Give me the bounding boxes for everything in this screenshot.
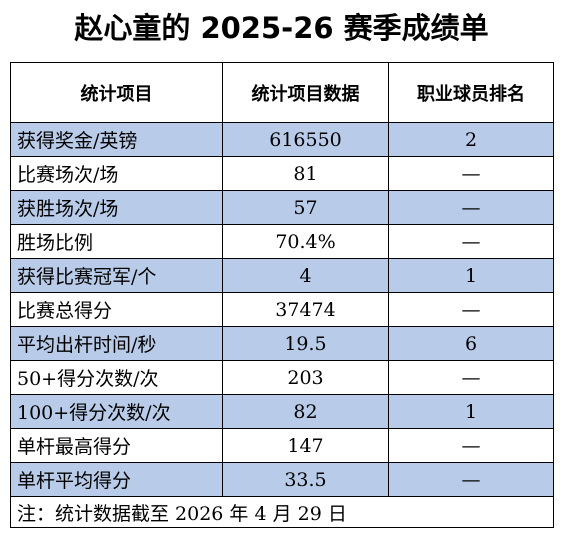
- table-cell: 82: [222, 394, 389, 429]
- stats-table: 统计项目 统计项目数据 职业球员排名 获得奖金/英镑 616550 2 比赛场次/场 81—…: [10, 62, 554, 528]
- column-header: 职业球员排名: [388, 62, 554, 123]
- table-cell: —: [388, 360, 554, 395]
- column-header: 统计项目数据: [222, 62, 389, 123]
- table-row: 获胜场次/场 57—: [10, 190, 554, 225]
- table-cell: 单杆平均得分: [10, 462, 223, 497]
- note-row: 注：统计数据截至 2026 年 4 月 29 日: [10, 496, 554, 528]
- table-row: 单杆最高得分 147—: [10, 428, 554, 463]
- table-cell: 1: [388, 258, 554, 293]
- table-row: 比赛总得分 37474—: [10, 292, 554, 327]
- note: 注：统计数据截至 2026 年 4 月 29 日: [10, 496, 554, 528]
- table-cell: 19.5: [222, 326, 389, 361]
- table-cell: 比赛场次/场: [10, 156, 223, 191]
- table-cell: 单杆最高得分: [10, 428, 223, 463]
- table-cell: 胜场比例: [10, 224, 223, 259]
- table-row: 50+得分次数/次 203—: [10, 360, 554, 395]
- table-cell: 70.4%: [222, 224, 389, 259]
- table-cell: 1: [388, 394, 554, 429]
- header-row: 统计项目 统计项目数据 职业球员排名: [10, 62, 554, 123]
- table-row: 获得比赛冠军/个 4 1: [10, 258, 554, 293]
- table-cell: —: [388, 156, 554, 191]
- table-row: 平均出杆时间/秒 19.5 6: [10, 326, 554, 361]
- table-row: 获得奖金/英镑 616550 2: [10, 122, 554, 157]
- table-row: 比赛场次/场 81—: [10, 156, 554, 191]
- table-cell: —: [388, 292, 554, 327]
- table-cell: 37474: [222, 292, 389, 327]
- table-cell: 81: [222, 156, 389, 191]
- table-cell: 获得奖金/英镑: [10, 122, 223, 157]
- table-cell: 4: [222, 258, 389, 293]
- table-cell: 平均出杆时间/秒: [10, 326, 223, 361]
- table-cell: 616550: [222, 122, 389, 157]
- table-cell: —: [388, 428, 554, 463]
- table-cell: 获得比赛冠军/个: [10, 258, 223, 293]
- table-cell: 57: [222, 190, 389, 225]
- table-cell: 6: [388, 326, 554, 361]
- table-row: 胜场比例 70.4% —: [10, 224, 554, 259]
- column-header: 统计项目: [10, 62, 223, 123]
- table-row: 单杆平均得分 33.5—: [10, 462, 554, 497]
- table-cell: 33.5: [222, 462, 389, 497]
- table-cell: 获胜场次/场: [10, 190, 223, 225]
- table-cell: —: [388, 462, 554, 497]
- table-row: 100+得分次数/次 82 1: [10, 394, 554, 429]
- table-cell: 50+得分次数/次: [10, 360, 223, 395]
- table-cell: —: [388, 224, 554, 259]
- table-cell: 147: [222, 428, 389, 463]
- table-cell: —: [388, 190, 554, 225]
- title: 赵心童的 2025-26 赛季成绩单: [74, 11, 489, 45]
- table-cell: 100+得分次数/次: [10, 394, 223, 429]
- table-cell: 203: [222, 360, 389, 395]
- table-cell: 比赛总得分: [10, 292, 223, 327]
- table-cell: 2: [388, 122, 554, 157]
